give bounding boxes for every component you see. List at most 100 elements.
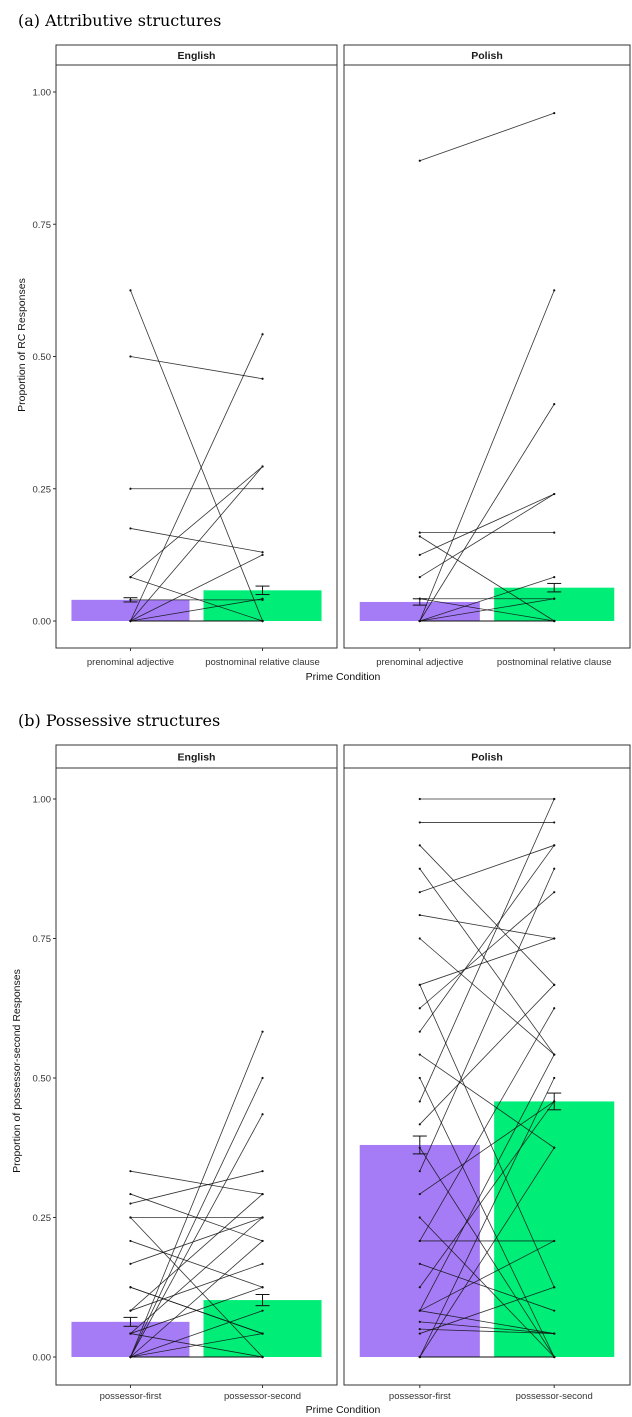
participant-line xyxy=(419,1321,555,1334)
panel-0-1: Polish prenominal adjective postnominal re… xyxy=(343,44,631,668)
participant-point xyxy=(553,983,556,986)
charts-group: English prenominal adjective postnominal r… xyxy=(11,44,631,1416)
participant-line xyxy=(419,984,555,1125)
participant-point xyxy=(261,1192,264,1196)
y-tick-label: 0.75 xyxy=(33,934,52,945)
participant-point xyxy=(418,1286,421,1289)
bar-mean xyxy=(203,1300,322,1357)
participant-line xyxy=(419,868,555,1172)
participant-point xyxy=(553,112,556,115)
facet-label-english: English xyxy=(178,50,216,62)
participant-point xyxy=(418,1320,421,1323)
participant-point xyxy=(418,1216,421,1219)
participant-point xyxy=(418,1123,421,1126)
participant-point xyxy=(553,1007,556,1010)
participant-point xyxy=(261,553,264,556)
participant-line xyxy=(419,1328,555,1334)
participant-line xyxy=(419,914,555,939)
participant-point xyxy=(418,1328,421,1331)
participant-line xyxy=(130,1310,263,1358)
participant-point xyxy=(553,403,556,406)
facet-label-english: English xyxy=(178,752,216,764)
participant-point xyxy=(418,553,421,556)
participant-line xyxy=(130,1333,263,1358)
participant-point xyxy=(418,797,421,801)
participant-point xyxy=(553,1309,556,1312)
participant-point xyxy=(261,465,264,468)
participant-point xyxy=(418,1332,421,1335)
participant-line xyxy=(419,1310,555,1334)
participant-point xyxy=(418,619,421,623)
participant-line xyxy=(130,334,263,622)
participant-point xyxy=(418,1007,421,1010)
participant-point xyxy=(418,1076,421,1080)
participant-point xyxy=(418,535,421,538)
panel-0-0: English prenominal adjective postnominal r… xyxy=(55,44,338,668)
participant-point xyxy=(418,531,421,534)
participant-point xyxy=(418,983,421,986)
participant-line xyxy=(419,984,555,1288)
participant-line xyxy=(419,844,555,893)
y-axis-title: Proportion of possessor-second Responses xyxy=(11,969,23,1173)
participant-line xyxy=(419,938,555,986)
section-b-title: (b) Possessive structures xyxy=(18,711,220,730)
bar-mean xyxy=(71,599,190,621)
participant-point xyxy=(261,1216,264,1219)
x-tick-label: possessor-second xyxy=(516,1391,593,1402)
y-tick-label: 0.25 xyxy=(33,484,52,495)
participant-point xyxy=(261,551,264,554)
bar-mean xyxy=(71,1321,190,1357)
participant-line xyxy=(419,1101,555,1288)
participant-line xyxy=(130,1240,263,1288)
x-tick-label: possessor-first xyxy=(100,1391,162,1402)
participant-point xyxy=(553,531,556,534)
participant-point xyxy=(261,1355,264,1359)
y-tick-label: 0.50 xyxy=(33,352,52,363)
y-tick-label: 0.00 xyxy=(33,617,52,628)
participant-point xyxy=(553,821,556,824)
participant-line xyxy=(130,528,263,553)
section-a-title: (a) Attributive structures xyxy=(18,11,221,30)
participant-point xyxy=(418,575,421,579)
participant-point xyxy=(553,937,556,940)
participant-point xyxy=(261,1262,264,1265)
participant-point xyxy=(418,937,421,940)
participant-line xyxy=(419,1008,555,1242)
participant-point xyxy=(553,1332,556,1335)
participant-line xyxy=(130,1114,263,1358)
facet-label-polish: Polish xyxy=(471,50,503,62)
participant-line xyxy=(419,845,555,986)
participant-line xyxy=(419,536,555,622)
y-tick-label: 0.50 xyxy=(33,1074,52,1085)
participant-point xyxy=(261,333,264,336)
participant-point xyxy=(261,1170,264,1173)
participant-point xyxy=(261,619,264,623)
participant-line xyxy=(419,1077,555,1358)
participant-point xyxy=(418,1192,421,1196)
participant-line xyxy=(419,1147,555,1358)
y-tick-label: 0.00 xyxy=(33,1353,52,1364)
participant-line xyxy=(130,554,263,622)
participant-line xyxy=(419,798,555,1102)
participant-point xyxy=(129,487,132,490)
participant-line xyxy=(419,1240,555,1312)
participant-point xyxy=(553,1053,556,1056)
participant-point xyxy=(418,867,421,870)
x-tick-label: postnominal relative clause xyxy=(205,657,320,668)
participant-point xyxy=(418,1170,421,1173)
participant-point xyxy=(261,1332,264,1335)
participant-point xyxy=(418,891,421,894)
participant-point xyxy=(129,1202,132,1205)
participant-point xyxy=(553,1355,556,1359)
participant-point xyxy=(261,1309,264,1312)
participant-line xyxy=(130,1170,263,1195)
x-tick-label: prenominal adjective xyxy=(376,657,463,668)
panel-frame xyxy=(343,64,631,649)
participant-point xyxy=(129,575,132,579)
participant-line xyxy=(419,938,555,1055)
participant-point xyxy=(261,1239,264,1243)
participant-point xyxy=(418,1100,421,1103)
y-axis-title: Proportion of RC Responses xyxy=(16,278,28,412)
participant-point xyxy=(129,1216,132,1219)
